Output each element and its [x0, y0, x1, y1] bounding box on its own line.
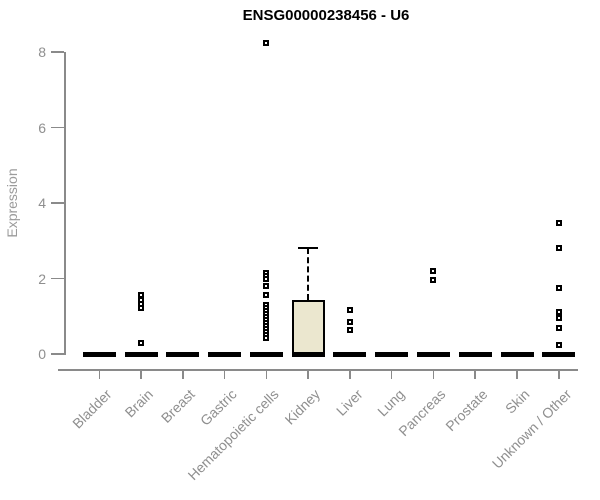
x-axis-tick	[558, 369, 560, 379]
outlier-point	[138, 304, 145, 311]
x-axis-tick	[390, 369, 393, 379]
x-axis-tick	[265, 369, 268, 379]
x-category-label: Breast	[158, 386, 199, 426]
outlier-point	[555, 325, 562, 332]
outlier-point	[346, 327, 353, 334]
outlier-point	[555, 220, 562, 226]
x-category-label: Bladder	[69, 386, 115, 432]
whisker-line	[307, 248, 310, 300]
median-bar	[542, 351, 576, 357]
outlier-point	[430, 267, 437, 274]
y-axis-line	[64, 52, 66, 355]
x-axis-tick	[516, 369, 518, 379]
x-axis-line	[58, 369, 578, 371]
x-category-label: Kidney	[281, 386, 324, 428]
outlier-point	[555, 245, 562, 252]
median-bar	[82, 351, 116, 357]
outlier-point	[263, 283, 270, 290]
y-tick-label: 8	[38, 44, 46, 60]
x-axis-tick	[140, 369, 142, 379]
y-tick-label: 0	[38, 346, 46, 362]
x-axis-tick	[349, 369, 351, 379]
outlier-point	[263, 276, 270, 283]
chart-title: ENSG00000238456 - U6	[242, 7, 410, 24]
outlier-point	[346, 318, 353, 325]
y-tick-label: 6	[38, 119, 46, 136]
outlier-point	[555, 308, 562, 315]
outlier-point	[263, 39, 270, 46]
box	[291, 300, 325, 357]
median-bar	[124, 351, 158, 357]
x-axis-tick	[182, 369, 184, 379]
outlier-point	[346, 306, 353, 313]
median-bar	[208, 351, 242, 357]
median-bar	[458, 351, 492, 357]
outlier-point	[555, 315, 562, 322]
outlier-point	[555, 284, 562, 291]
median-bar	[416, 351, 450, 357]
x-axis-tick	[432, 369, 435, 379]
median-bar	[500, 351, 534, 357]
x-category-label: Unknown / Other	[488, 386, 575, 472]
outlier-point	[263, 292, 270, 299]
x-axis-tick	[307, 369, 309, 379]
y-axis-tick	[51, 353, 64, 355]
x-category-label: Skin	[501, 386, 533, 417]
x-axis-tick	[223, 369, 226, 379]
y-axis-tick	[51, 202, 64, 204]
x-axis-tick	[474, 369, 476, 379]
median-bar	[249, 351, 283, 357]
x-category-label: Brain	[121, 386, 157, 421]
median-bar	[375, 351, 409, 357]
y-axis-tick	[51, 126, 64, 129]
outlier-point	[555, 341, 562, 348]
median-bar	[166, 351, 200, 357]
x-category-label: Lung	[373, 386, 408, 420]
median-bar	[291, 351, 325, 357]
x-category-label: Prostate	[442, 386, 491, 435]
y-tick-label: 2	[38, 270, 46, 287]
whisker-cap	[298, 247, 319, 250]
x-category-label: Liver	[332, 386, 366, 419]
median-bar	[333, 351, 367, 357]
outlier-point	[138, 339, 145, 346]
y-tick-label: 4	[38, 195, 46, 211]
outlier-point	[430, 276, 437, 283]
y-axis-tick	[51, 51, 64, 53]
x-axis-tick	[98, 369, 101, 379]
outlier-point	[263, 335, 270, 342]
y-axis-tick	[51, 277, 64, 280]
